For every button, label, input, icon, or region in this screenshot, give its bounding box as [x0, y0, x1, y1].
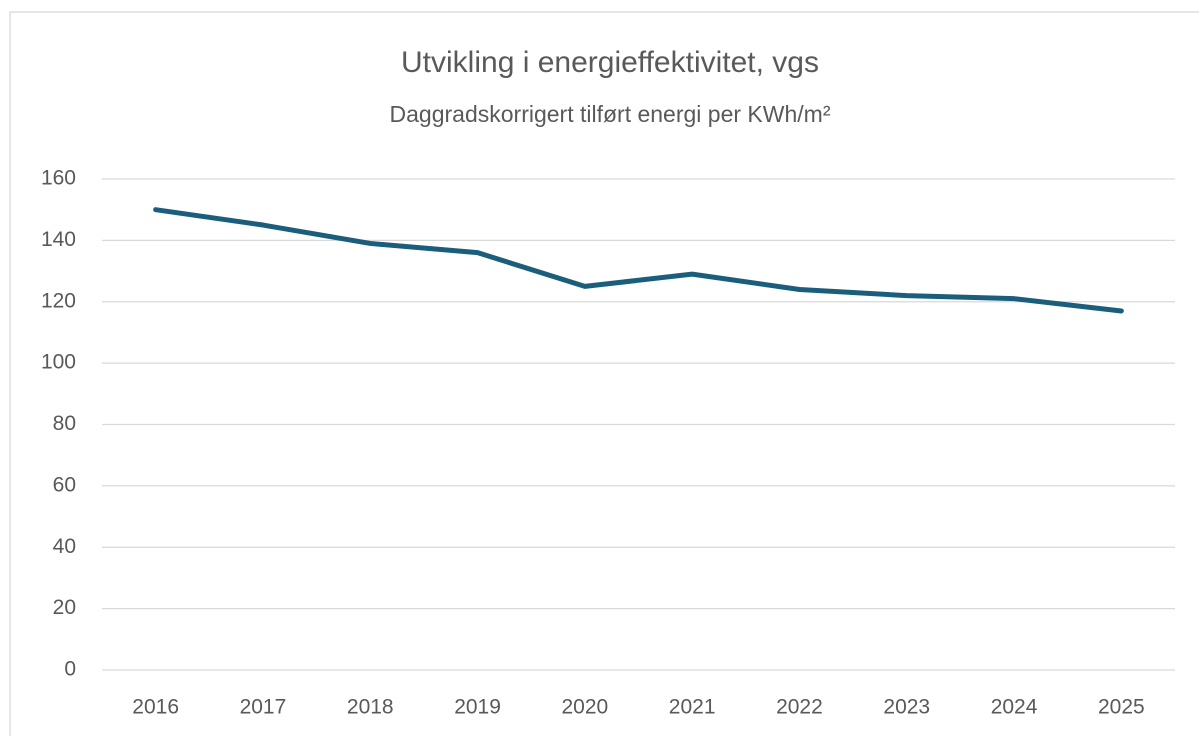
y-tick-label: 20: [53, 596, 76, 619]
x-tick-label: 2022: [776, 696, 823, 719]
y-tick-label: 80: [53, 412, 76, 435]
x-tick-label: 2023: [883, 696, 930, 719]
x-tick-label: 2016: [132, 696, 179, 719]
x-tick-label: 2020: [561, 696, 608, 719]
data-line: [153, 207, 1124, 314]
y-tick-label: 0: [64, 658, 76, 681]
y-tick-label: 40: [53, 535, 76, 558]
y-tick-label: 140: [41, 228, 76, 251]
x-tick-label: 2017: [240, 696, 287, 719]
y-tick-label: 160: [41, 167, 76, 190]
x-tick-label: 2018: [347, 696, 394, 719]
chart-subtitle: Daggradskorrigert tilført energi per KWh…: [390, 101, 831, 127]
y-tick-label: 120: [41, 289, 76, 312]
chart-title: Utvikling i energieffektivitet, vgs: [401, 46, 819, 79]
y-tick-label: 100: [41, 351, 76, 374]
x-tick-label: 2024: [991, 696, 1038, 719]
y-tick-label: 60: [53, 473, 76, 496]
chart-border: [9, 11, 1199, 736]
x-tick-label: 2021: [669, 696, 716, 719]
x-tick-label: 2019: [454, 696, 501, 719]
x-tick-label: 2025: [1098, 696, 1145, 719]
